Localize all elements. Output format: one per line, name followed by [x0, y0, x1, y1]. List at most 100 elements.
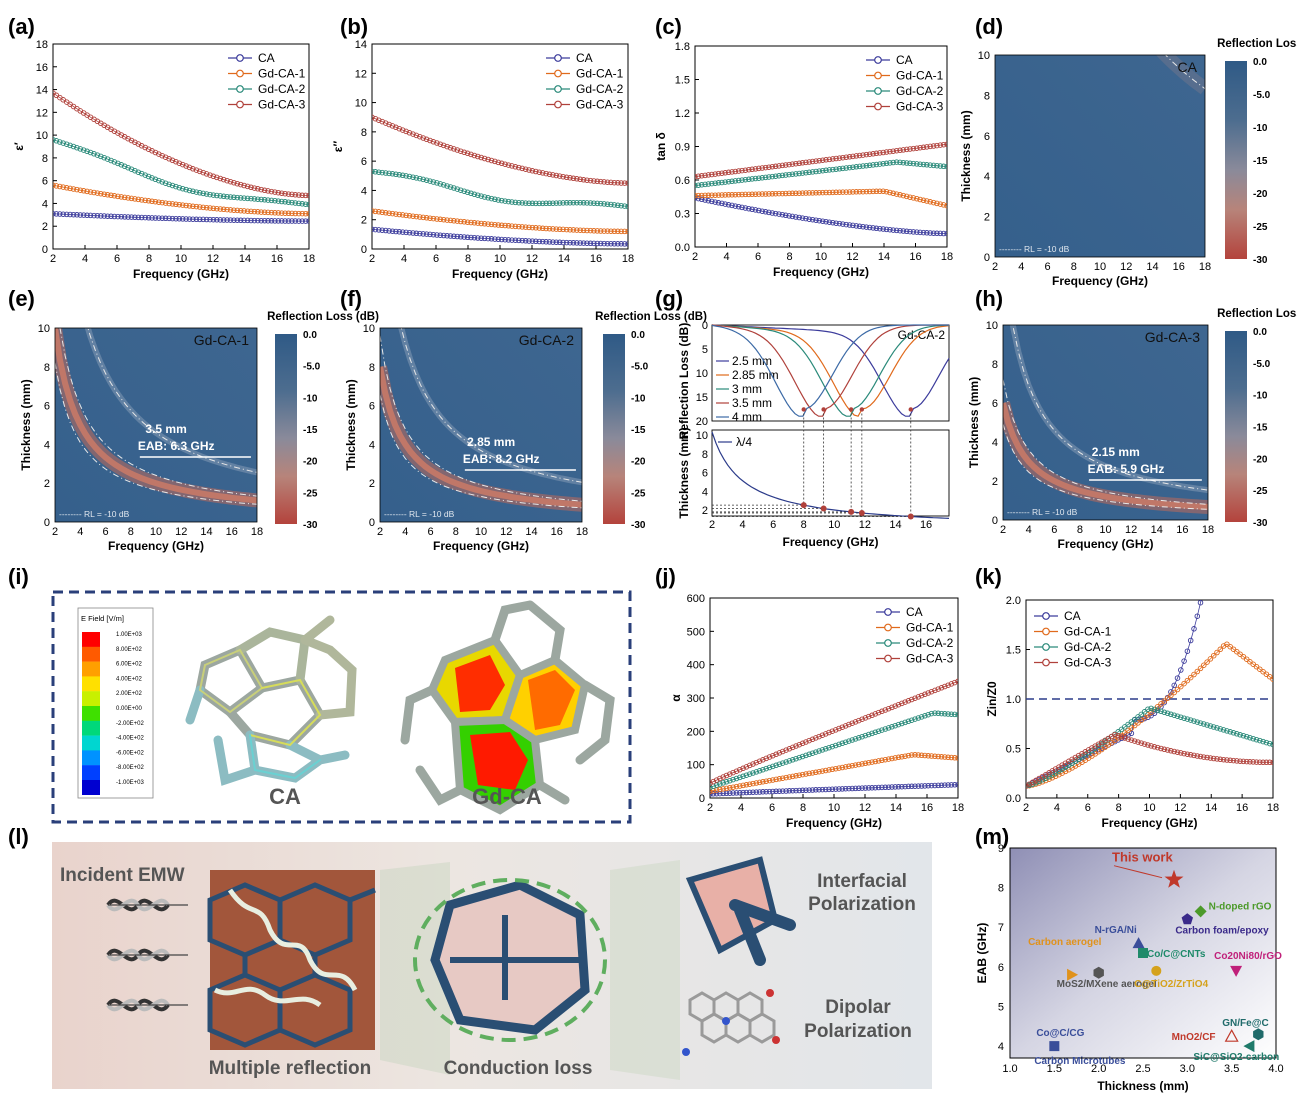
panel-k-y-tick: 1.0: [1006, 694, 1021, 706]
m-point: [1067, 968, 1079, 981]
map-y-tick: 2: [369, 478, 375, 490]
g-rl-tick: 10: [696, 368, 708, 380]
panel-k-point: [1171, 748, 1177, 755]
panel-b-point: [440, 182, 447, 188]
panel-b-legend-2: Gd-CA-2: [576, 82, 624, 96]
panel-j-point: [872, 758, 879, 765]
panel-label-k: (k): [975, 564, 1002, 589]
panel-a-point: [162, 180, 169, 186]
panel-a-point: [241, 182, 247, 189]
panel-j-point: [925, 690, 931, 696]
panel-j-point: [822, 746, 829, 752]
panel-j-legend-2: Gd-CA-2: [906, 636, 954, 650]
panel-a-y-label: ε′: [12, 142, 26, 151]
panel-j-point: [892, 755, 898, 761]
m-y-tick: 5: [998, 1001, 1004, 1013]
panel-k-x-tick: 14: [1205, 802, 1217, 814]
panel-b-point: [379, 118, 385, 125]
map-x-tick: 12: [1120, 261, 1132, 273]
map-annotation-eab: EAB: 5.9 GHz: [1088, 462, 1165, 476]
map-x-tick: 6: [1044, 261, 1050, 273]
efield-legend-value: -4.00E+02: [116, 736, 145, 742]
panel-k-x-tick: 6: [1085, 802, 1091, 814]
panel-b-point: [533, 168, 539, 175]
g-match-point: [907, 513, 914, 520]
panel-b-point: [488, 195, 495, 202]
panel-j-point: [905, 718, 912, 725]
colorbar-tick: -15: [631, 425, 646, 436]
panel-k-point: [1244, 299, 1249, 304]
panel-label-g: (g): [655, 286, 683, 311]
panel-a-point: [159, 152, 165, 159]
panel-j-point: [799, 753, 806, 760]
panel-j-point: [859, 733, 865, 740]
panel-j-point: [862, 732, 869, 739]
panel-a-x-tick: 8: [146, 253, 152, 265]
panel-k-point: [1237, 732, 1243, 738]
map-x-tick: 18: [576, 526, 588, 538]
panel-j-point: [869, 730, 875, 737]
panel-c-x-tick: 8: [786, 251, 792, 263]
panel-k-point: [1257, 737, 1263, 744]
m-y-tick: 7: [998, 922, 1004, 934]
m-point: [1093, 966, 1104, 979]
m-point: [1194, 905, 1207, 918]
panel-a-x-tick: 16: [271, 253, 283, 265]
map-y-tick: 10: [978, 50, 990, 62]
panel-a-point: [197, 168, 203, 175]
map-x-tick: 10: [1099, 524, 1111, 536]
panel-a-point: [237, 181, 244, 188]
panel-k-point: [1122, 735, 1128, 741]
map-x-tick: 6: [102, 526, 108, 538]
g-thick-tick: 6: [702, 468, 708, 480]
map-y-label: Thickness (mm): [967, 377, 981, 468]
colorbar-tick: -30: [631, 520, 646, 531]
panel-j-point: [928, 688, 935, 695]
panel-b-point: [481, 155, 488, 162]
panel-j-point: [862, 715, 869, 721]
panel-k-point: [1210, 724, 1217, 730]
panel-a-point: [190, 166, 196, 172]
panel-a-point: [176, 160, 183, 166]
efield-color-swatch: [82, 676, 100, 692]
panel-k-point: [1178, 750, 1184, 756]
foam-block-illustration: [207, 870, 376, 1050]
panel-j-point: [852, 762, 859, 768]
m-point-label: N-rGA/Ni: [1095, 925, 1137, 936]
rl-note: -------- RL = -10 dB: [999, 244, 1070, 254]
efield-legend-value: 8.00E+02: [116, 647, 143, 653]
panel-c-x-tick: 6: [755, 251, 761, 263]
panel-c-x-tick: 14: [878, 251, 890, 263]
panel-j-point: [737, 774, 743, 781]
panel-c-point: [712, 199, 718, 205]
panel-k-point: [1164, 747, 1171, 753]
panel-label-b: (b): [340, 14, 368, 39]
colorbar-tick: -30: [1253, 518, 1268, 529]
colorbar-tick: 0.0: [1253, 327, 1267, 338]
panel-b-point: [389, 123, 396, 129]
panel-c-point: [924, 198, 930, 204]
panel-b-point: [451, 146, 457, 152]
panel-a-point: [77, 146, 84, 152]
map-x-tick: 12: [500, 526, 512, 538]
panel-j-point: [905, 752, 912, 759]
panel-b-point: [536, 169, 543, 175]
panel-k-point: [1036, 778, 1042, 785]
rl-contour: [1164, 55, 1205, 90]
m-point-label: Carbon Microtubes: [1034, 1056, 1126, 1067]
panel-a-series-1: [53, 184, 309, 215]
map-x-tick: 16: [1173, 261, 1185, 273]
panel-b-point: [386, 121, 392, 128]
panel-j-point: [865, 759, 872, 766]
g-x-tick: 16: [920, 519, 932, 531]
map-y-tick: 6: [984, 131, 990, 143]
panel-a-point: [111, 159, 118, 165]
panel-a-point: [94, 152, 101, 158]
panel-b-point: [457, 187, 464, 193]
g-legend-2: 3 mm: [732, 382, 762, 396]
panel-j-point: [849, 737, 855, 743]
panel-j-x-tick: 8: [800, 802, 806, 814]
multiple-reflection-label: Multiple reflection: [209, 1058, 372, 1079]
panel-k-legend-2: Gd-CA-2: [1064, 640, 1112, 654]
